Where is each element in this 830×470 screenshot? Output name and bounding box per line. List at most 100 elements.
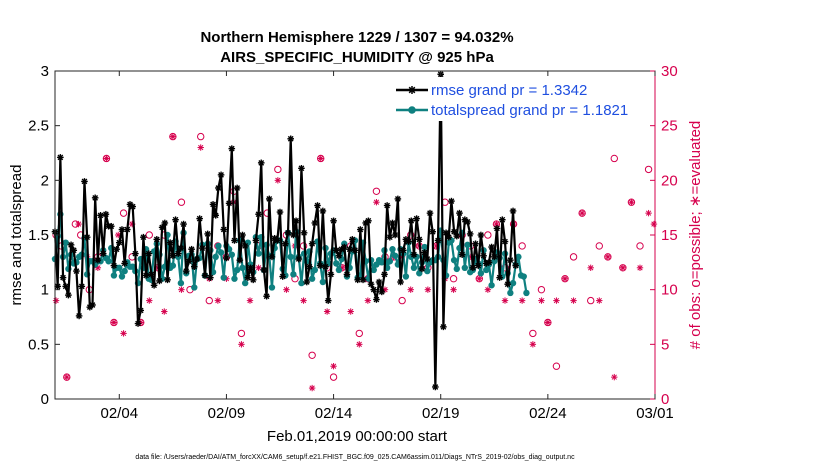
rmse-point: [279, 273, 286, 280]
rmse-point: [182, 267, 190, 275]
totalspread-point: [298, 279, 305, 287]
rmse-point: [474, 262, 482, 269]
obs-evaluated-point: [75, 220, 82, 228]
rmse-point: [383, 202, 391, 209]
obs-evaluated-point: [255, 264, 262, 271]
rmse-point: [265, 195, 273, 203]
rmse-series: [51, 70, 520, 391]
obs-evaluated-point: [596, 297, 603, 304]
rmse-point: [335, 252, 343, 260]
rmse-point: [115, 239, 123, 246]
totalspread-point: [231, 275, 238, 282]
obs-evaluated-point: [197, 144, 204, 151]
rmse-point: [477, 231, 485, 239]
rmse-point: [223, 254, 230, 262]
obs-evaluated-point: [493, 220, 500, 228]
totalspread-point: [491, 258, 498, 265]
obs-possible-point: [197, 132, 205, 141]
rmse-point: [407, 217, 415, 225]
rmse-point: [215, 184, 222, 192]
rmse-point: [107, 222, 115, 230]
obs-possible-point: [537, 285, 546, 294]
x-axis-ticks: 02/04 02/09 02/14 02/19 02/24 03/01: [101, 71, 674, 422]
rmse-point: [440, 323, 447, 331]
rmse-point: [354, 276, 361, 284]
obs-evaluated-point: [63, 373, 70, 381]
totalspread-point: [191, 284, 198, 291]
obs-evaluated-point: [103, 155, 110, 162]
legend-spread-label: totalspread grand pr = 1.1821: [431, 102, 628, 119]
rmse-point: [249, 276, 257, 284]
rmse-point: [432, 383, 439, 391]
rmse-point: [177, 244, 185, 252]
totalspread-point: [421, 243, 428, 251]
rmse-point: [145, 250, 153, 257]
obs-evaluated-point: [283, 286, 290, 293]
rmse-point: [212, 212, 220, 219]
rmse-point: [287, 135, 295, 143]
rmse-point: [306, 263, 313, 271]
rmse-point: [298, 165, 305, 172]
y-tick-label: 2.5: [28, 118, 49, 135]
rmse-point: [188, 245, 195, 253]
rmse-point: [121, 260, 128, 267]
rmse-point: [501, 238, 509, 245]
rmse-point: [260, 266, 268, 274]
rmse-point: [153, 236, 161, 243]
rmse-point: [292, 217, 300, 225]
totalspread-point: [177, 279, 185, 287]
left-axis-ticks: 0 0.5 1 1.5 2 2.5 3: [28, 63, 60, 408]
obs-possible-point: [518, 242, 526, 250]
obs-possible-point: [308, 351, 316, 359]
legend-spread-marker: [408, 106, 416, 114]
obs-evaluated-point: [161, 308, 168, 315]
y-tick-label: 0: [41, 391, 49, 408]
rmse-point: [94, 256, 102, 264]
obs-possible-point: [205, 296, 213, 305]
rmse-point: [169, 252, 177, 260]
rmse-point: [295, 255, 303, 263]
rmse-point: [415, 236, 423, 243]
totalspread-point: [507, 289, 514, 297]
totalspread-point: [386, 258, 394, 265]
obs-evaluated-point: [570, 297, 577, 304]
rmse-point: [499, 216, 506, 223]
rmse-point: [190, 263, 198, 271]
rmse-point: [442, 229, 450, 237]
rmse-point: [89, 301, 96, 309]
totalspread-point: [319, 278, 327, 286]
obs-evaluated-point: [604, 253, 612, 261]
rmse-point: [217, 171, 225, 179]
rmse-point: [161, 219, 169, 227]
x-axis-label: Feb.01,2019 00:00:00 start: [267, 428, 448, 445]
rmse-point: [164, 276, 171, 284]
legend-box: [393, 77, 647, 121]
rmse-point: [351, 247, 359, 254]
obs-possible-point: [636, 242, 644, 250]
rmse-point: [373, 296, 380, 303]
rmse-point: [233, 184, 241, 192]
rmse-point: [418, 265, 426, 273]
totalspread-point: [217, 249, 225, 256]
rmse-point: [386, 233, 394, 241]
rmse-point: [236, 256, 244, 264]
rmse-point: [268, 253, 276, 261]
obs-evaluated-point: [308, 384, 316, 392]
rmse-point: [450, 228, 458, 236]
rmse-point: [255, 210, 262, 218]
totalspread-point: [402, 273, 410, 280]
rmse-point: [472, 240, 479, 248]
obs-possible-point: [177, 198, 186, 206]
rmse-point: [228, 145, 236, 152]
totalspread-point: [220, 274, 227, 281]
totalspread-point: [450, 256, 458, 264]
rmse-point: [357, 226, 364, 233]
rmse-point: [185, 257, 193, 265]
x-tick-label: 02/24: [529, 405, 567, 422]
rmse-point: [140, 233, 147, 241]
rmse-point: [381, 271, 388, 278]
obs-possible-point: [329, 373, 338, 381]
rmse-point: [231, 237, 238, 244]
rmse-point: [378, 288, 386, 296]
totalspread-point: [121, 267, 128, 275]
